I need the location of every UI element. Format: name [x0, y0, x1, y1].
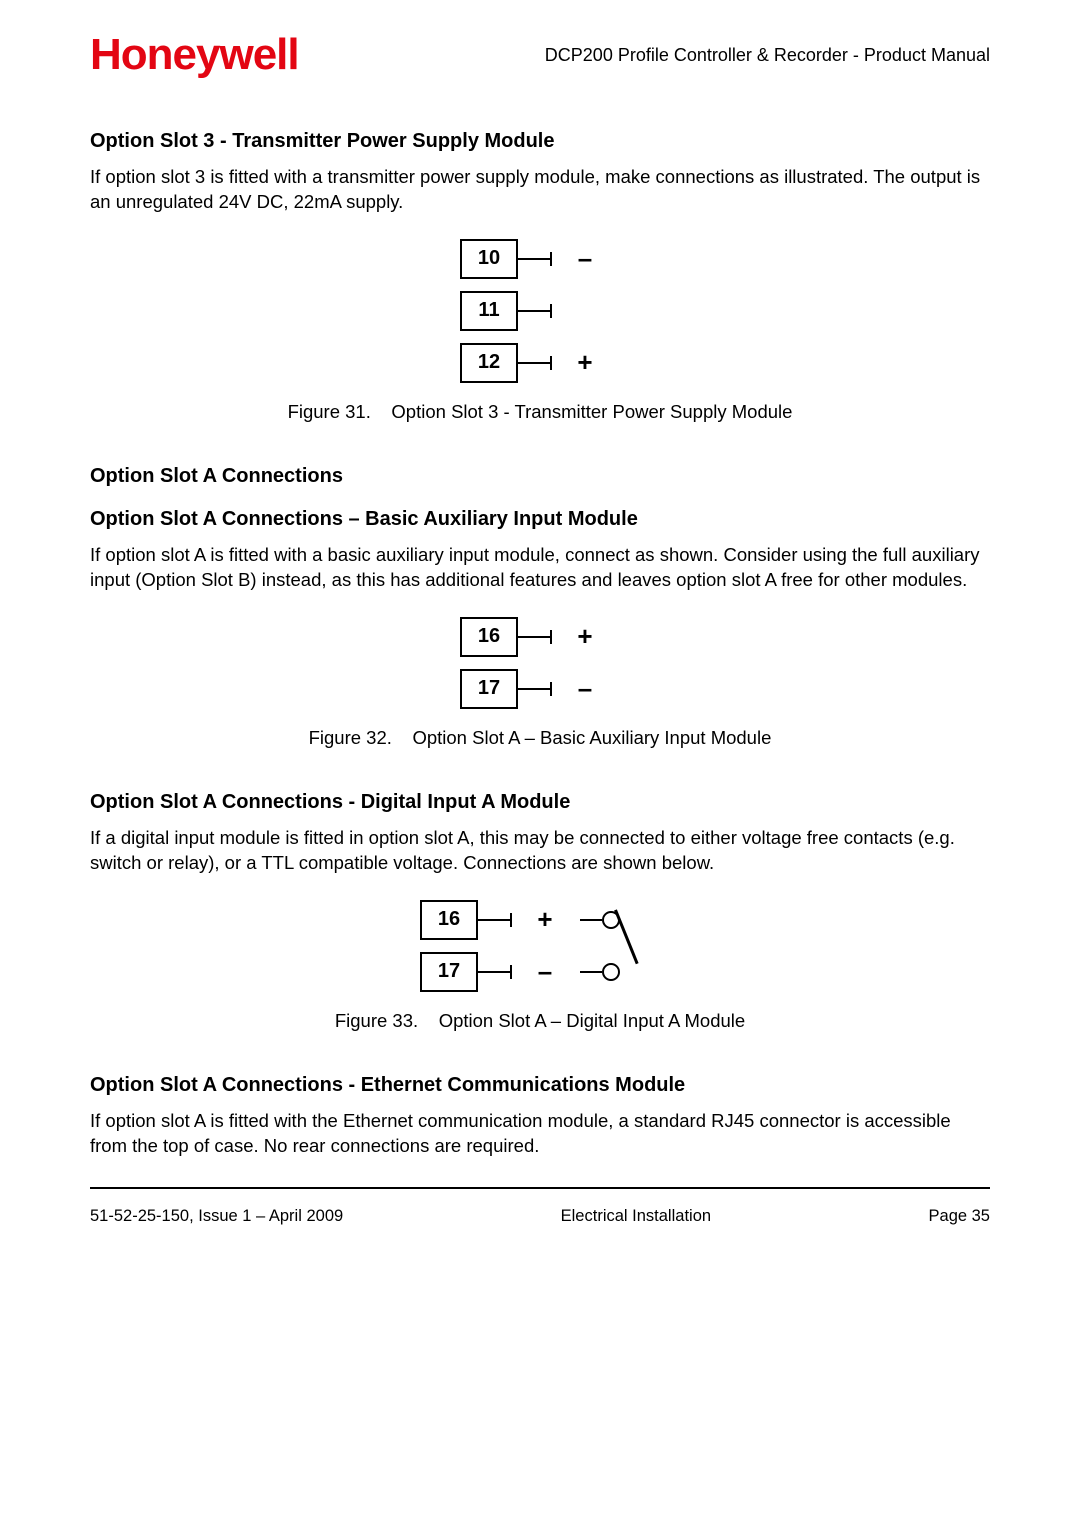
- figure-title: Option Slot A – Basic Auxiliary Input Mo…: [412, 727, 771, 748]
- polarity-sign: +: [510, 904, 580, 935]
- heading-slot3-tx: Option Slot 3 - Transmitter Power Supply…: [90, 130, 990, 153]
- terminal-row: 17 –: [420, 946, 660, 998]
- figure-title: Option Slot A – Digital Input A Module: [439, 1010, 745, 1031]
- page: Honeywell DCP200 Profile Controller & Re…: [0, 0, 1080, 1527]
- contact-circle-icon: [602, 963, 620, 981]
- page-footer: 51-52-25-150, Issue 1 – April 2009 Elect…: [90, 1207, 990, 1226]
- switch-contact-top: [580, 894, 660, 946]
- terminal-box: 17: [420, 952, 478, 992]
- figure-33-diagram: 16 + 17 –: [90, 894, 990, 998]
- page-header: Honeywell DCP200 Profile Controller & Re…: [90, 30, 990, 80]
- terminal-box: 17: [460, 669, 518, 709]
- polarity-sign: +: [550, 621, 620, 652]
- para-slotA-digital: If a digital input module is fitted in o…: [90, 826, 990, 876]
- lead-line: [478, 971, 510, 974]
- polarity-sign: –: [510, 956, 580, 987]
- figure-number: Figure 31.: [288, 401, 371, 422]
- lead-line: [518, 310, 550, 313]
- footer-doc-id: 51-52-25-150, Issue 1 – April 2009: [90, 1207, 343, 1226]
- figure-number: Figure 33.: [335, 1010, 418, 1031]
- heading-slotA-aux: Option Slot A Connections – Basic Auxili…: [90, 508, 990, 531]
- terminal-box: 11: [460, 291, 518, 331]
- polarity-sign: +: [550, 347, 620, 378]
- figure-31-caption: Figure 31. Option Slot 3 - Transmitter P…: [90, 401, 990, 423]
- figure-31-diagram: 10 – 11 12 +: [90, 233, 990, 389]
- lead-line: [518, 362, 550, 365]
- heading-slotA: Option Slot A Connections: [90, 465, 990, 488]
- figure-number: Figure 32.: [309, 727, 392, 748]
- terminal-box: 16: [460, 617, 518, 657]
- lead-line: [478, 919, 510, 922]
- brand-logo: Honeywell: [90, 30, 299, 80]
- terminal-row: 16 +: [460, 611, 620, 663]
- footer-section-name: Electrical Installation: [561, 1207, 711, 1226]
- heading-slotA-digital: Option Slot A Connections - Digital Inpu…: [90, 791, 990, 814]
- polarity-sign: –: [550, 243, 620, 274]
- para-slotA-aux: If option slot A is fitted with a basic …: [90, 543, 990, 593]
- figure-title: Option Slot 3 - Transmitter Power Supply…: [391, 401, 792, 422]
- terminal-box: 12: [460, 343, 518, 383]
- terminal-row: 10 –: [460, 233, 620, 285]
- para-slot3-tx: If option slot 3 is fitted with a transm…: [90, 165, 990, 215]
- lead-line: [518, 688, 550, 691]
- doc-title: DCP200 Profile Controller & Recorder - P…: [545, 45, 990, 66]
- para-slotA-ethernet: If option slot A is fitted with the Ethe…: [90, 1109, 990, 1159]
- footer-divider: [90, 1187, 990, 1189]
- terminal-row: 11: [460, 285, 620, 337]
- terminal-row: 12 +: [460, 337, 620, 389]
- figure-32-caption: Figure 32. Option Slot A – Basic Auxilia…: [90, 727, 990, 749]
- lead-line: [518, 636, 550, 639]
- polarity-sign: –: [550, 673, 620, 704]
- lead-line: [518, 258, 550, 261]
- figure-33-caption: Figure 33. Option Slot A – Digital Input…: [90, 1010, 990, 1032]
- figure-32-diagram: 16 + 17 –: [90, 611, 990, 715]
- terminal-row: 17 –: [460, 663, 620, 715]
- terminal-box: 16: [420, 900, 478, 940]
- footer-page-number: Page 35: [929, 1207, 990, 1226]
- terminal-row: 16 +: [420, 894, 660, 946]
- terminal-box: 10: [460, 239, 518, 279]
- switch-contact-bottom: [580, 946, 660, 998]
- heading-slotA-ethernet: Option Slot A Connections - Ethernet Com…: [90, 1074, 990, 1097]
